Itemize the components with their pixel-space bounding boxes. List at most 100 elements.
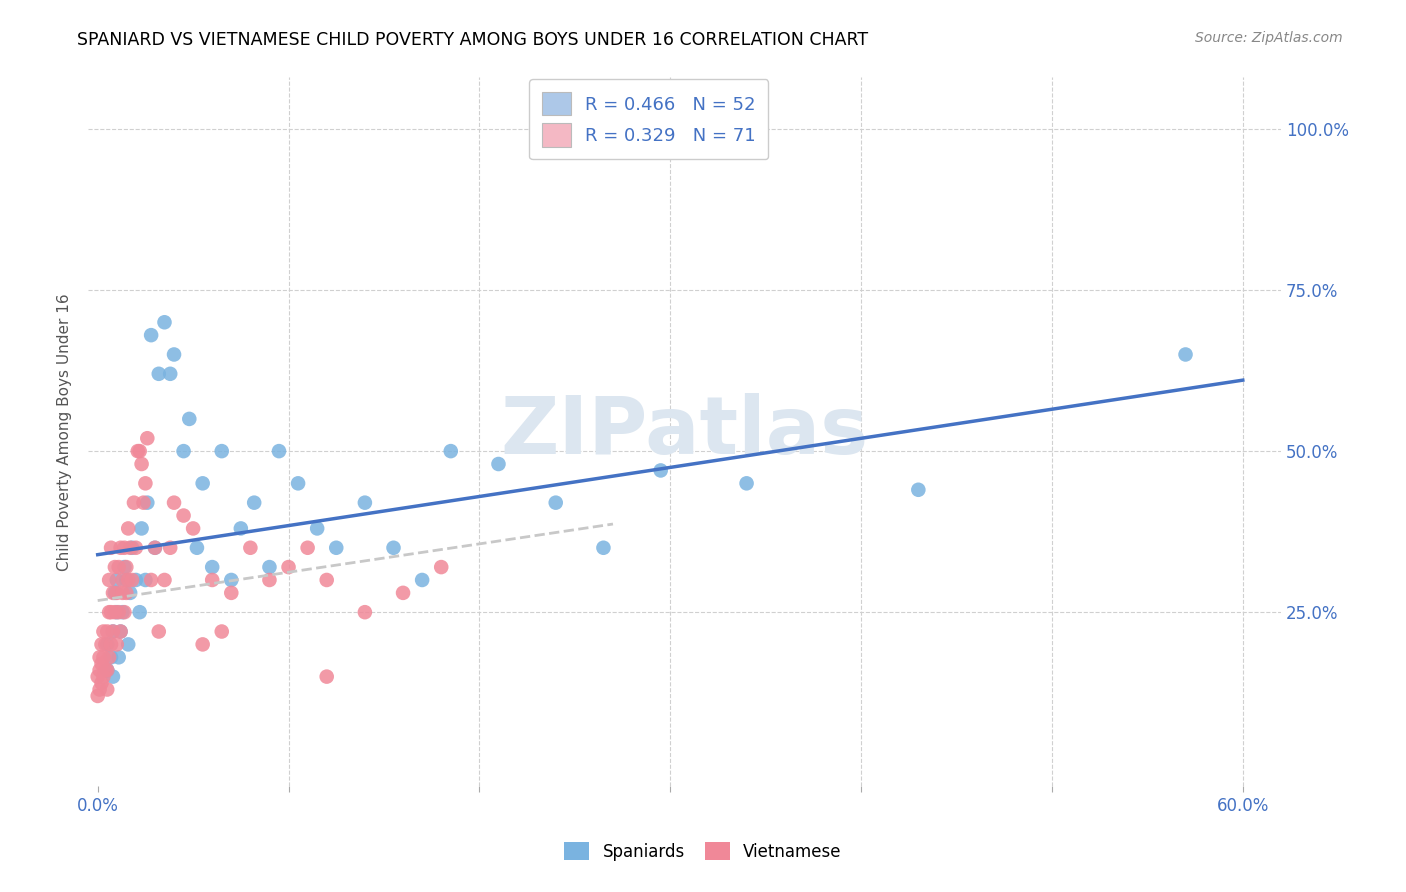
Point: [111, 605, 134, 619]
Legend: Spaniards, Vietnamese: Spaniards, Vietnamese: [558, 836, 848, 868]
Point: [411, 573, 433, 587]
Point: [96, 682, 118, 697]
Point: [117, 573, 139, 587]
Point: [221, 586, 243, 600]
Point: [100, 605, 122, 619]
Point: [488, 457, 510, 471]
Point: [101, 586, 124, 600]
Point: [191, 476, 214, 491]
Point: [110, 624, 132, 639]
Point: [105, 573, 128, 587]
Point: [128, 605, 150, 619]
Point: [354, 496, 377, 510]
Point: [112, 541, 135, 555]
Point: [96, 624, 118, 639]
Point: [121, 541, 143, 555]
Point: [211, 624, 233, 639]
Point: [148, 624, 170, 639]
Point: [96, 663, 118, 677]
Point: [259, 560, 281, 574]
Point: [211, 444, 233, 458]
Point: [136, 496, 159, 510]
Point: [239, 541, 262, 555]
Point: [93, 670, 115, 684]
Point: [287, 476, 309, 491]
Point: [96, 663, 118, 677]
Point: [98, 573, 121, 587]
Point: [153, 573, 176, 587]
Point: [117, 521, 139, 535]
Legend: R = 0.466   N = 52, R = 0.329   N = 71: R = 0.466 N = 52, R = 0.329 N = 71: [529, 79, 769, 159]
Point: [125, 541, 148, 555]
Point: [159, 367, 181, 381]
Point: [90, 657, 112, 671]
Point: [93, 624, 115, 639]
Point: [392, 586, 415, 600]
Point: [121, 573, 143, 587]
Point: [136, 431, 159, 445]
Point: [105, 605, 128, 619]
Y-axis label: Child Poverty Among Boys Under 16: Child Poverty Among Boys Under 16: [58, 293, 72, 571]
Point: [132, 496, 155, 510]
Point: [100, 650, 122, 665]
Text: SPANIARD VS VIETNAMESE CHILD POVERTY AMONG BOYS UNDER 16 CORRELATION CHART: SPANIARD VS VIETNAMESE CHILD POVERTY AMO…: [77, 31, 869, 49]
Point: [277, 560, 299, 574]
Point: [104, 586, 127, 600]
Point: [201, 560, 224, 574]
Point: [650, 463, 672, 477]
Point: [112, 605, 135, 619]
Point: [186, 541, 208, 555]
Point: [100, 637, 122, 651]
Point: [111, 586, 134, 600]
Point: [191, 637, 214, 651]
Point: [382, 541, 405, 555]
Point: [735, 476, 758, 491]
Point: [229, 521, 252, 535]
Point: [592, 541, 614, 555]
Point: [1174, 347, 1197, 361]
Point: [90, 637, 112, 651]
Point: [134, 476, 156, 491]
Point: [315, 670, 337, 684]
Point: [173, 508, 195, 523]
Point: [96, 637, 118, 651]
Point: [120, 586, 142, 600]
Point: [307, 521, 329, 535]
Point: [110, 624, 132, 639]
Point: [267, 444, 290, 458]
Point: [148, 367, 170, 381]
Point: [89, 663, 111, 677]
Point: [86, 689, 108, 703]
Point: [101, 624, 124, 639]
Point: [440, 444, 463, 458]
Point: [94, 663, 117, 677]
Point: [122, 496, 145, 510]
Point: [143, 541, 166, 555]
Point: [907, 483, 929, 497]
Point: [325, 541, 347, 555]
Point: [181, 521, 204, 535]
Point: [125, 573, 148, 587]
Point: [159, 541, 181, 555]
Point: [544, 496, 567, 510]
Point: [107, 650, 129, 665]
Point: [297, 541, 319, 555]
Point: [98, 650, 121, 665]
Point: [315, 573, 337, 587]
Point: [131, 457, 153, 471]
Point: [131, 521, 153, 535]
Point: [110, 541, 132, 555]
Point: [201, 573, 224, 587]
Point: [90, 676, 112, 690]
Point: [93, 650, 115, 665]
Point: [101, 624, 124, 639]
Point: [173, 444, 195, 458]
Point: [105, 586, 128, 600]
Point: [430, 560, 453, 574]
Point: [105, 637, 128, 651]
Point: [153, 315, 176, 329]
Point: [111, 573, 134, 587]
Point: [101, 670, 124, 684]
Point: [104, 605, 127, 619]
Point: [128, 444, 150, 458]
